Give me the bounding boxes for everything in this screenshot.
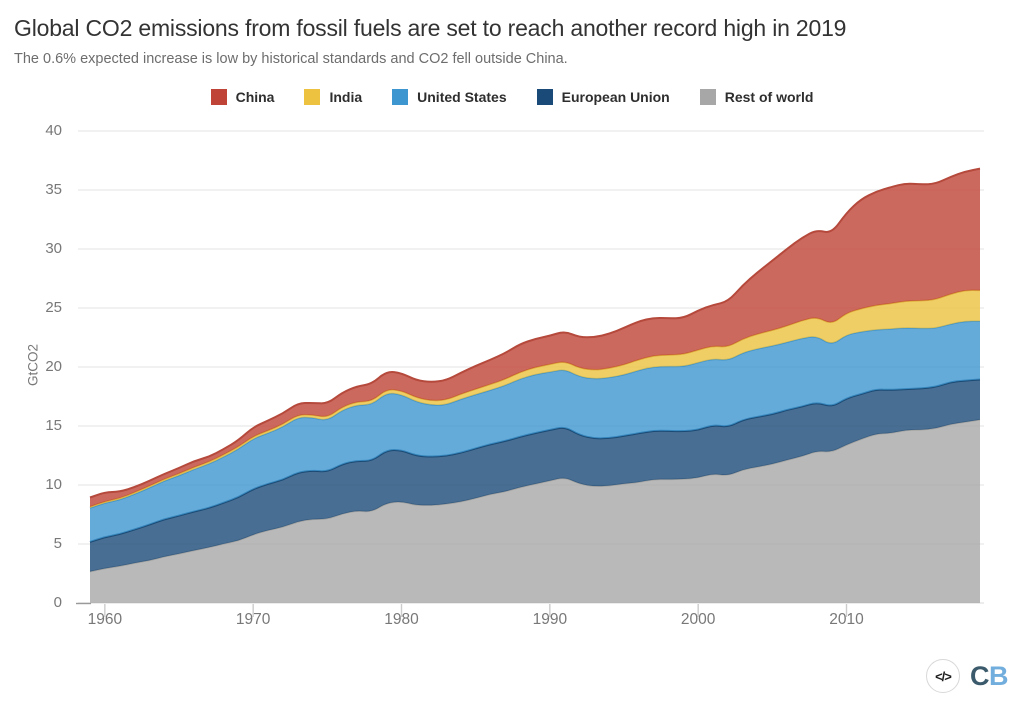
legend-label: China: [235, 89, 275, 105]
legend-item-china: China: [210, 89, 275, 105]
legend-item-india: India: [304, 89, 362, 105]
logo-letter-c: C: [970, 660, 990, 691]
legend-swatch: [304, 89, 321, 105]
y-tick-label-20: 20: [45, 358, 62, 375]
y-tick-label-10: 10: [45, 476, 62, 493]
x-tick-label-2010: 2010: [829, 611, 864, 628]
y-tick-label-15: 15: [45, 417, 62, 434]
x-tick-label-2000: 2000: [680, 611, 716, 628]
edge-china: [89, 167, 981, 499]
x-tick-label-1990: 1990: [532, 611, 568, 628]
legend: China India United States European Union Res…: [0, 89, 1024, 105]
legend-item-european-union: European Union: [536, 89, 670, 105]
area-india: [90, 290, 980, 508]
x-tick-label-1960: 1960: [87, 611, 123, 628]
chart-subtitle: The 0.6% expected increase is low by his…: [14, 51, 568, 67]
area-european-union: [90, 379, 980, 572]
y-tick-label-40: 40: [45, 122, 62, 139]
legend-label: India: [329, 89, 363, 105]
x-tick-label-1980: 1980: [384, 611, 419, 628]
legend-item-united-states: United States: [392, 89, 507, 105]
code-icon: </>: [926, 659, 960, 693]
y-tick-label-25: 25: [45, 299, 62, 316]
legend-label: Rest of world: [724, 89, 814, 105]
area-rest-of-world: [90, 419, 980, 603]
legend-item-rest-of-world: Rest of world: [699, 89, 814, 105]
y-tick-label-5: 5: [53, 535, 62, 552]
legend-label: United States: [417, 89, 507, 105]
logo-letter-b: B: [989, 660, 1009, 691]
legend-swatch: [536, 89, 553, 105]
legend-swatch: [210, 89, 227, 105]
legend-swatch: [699, 89, 716, 105]
chart-title: Global CO2 emissions from fossil fuels a…: [14, 15, 847, 41]
y-tick-label-35: 35: [45, 181, 62, 198]
y-axis-label: GtCO2: [25, 343, 41, 387]
area-china: [90, 168, 980, 507]
y-tick-label-30: 30: [45, 240, 62, 257]
logo-text: CB: [970, 660, 1009, 692]
x-tick-label-1970: 1970: [235, 611, 271, 628]
carbon-brief-logo: </> CB: [926, 659, 1009, 693]
y-tick-label-0: 0: [53, 594, 62, 611]
legend-label: European Union: [561, 89, 670, 105]
legend-swatch: [392, 89, 409, 105]
area-united-states: [90, 321, 980, 542]
